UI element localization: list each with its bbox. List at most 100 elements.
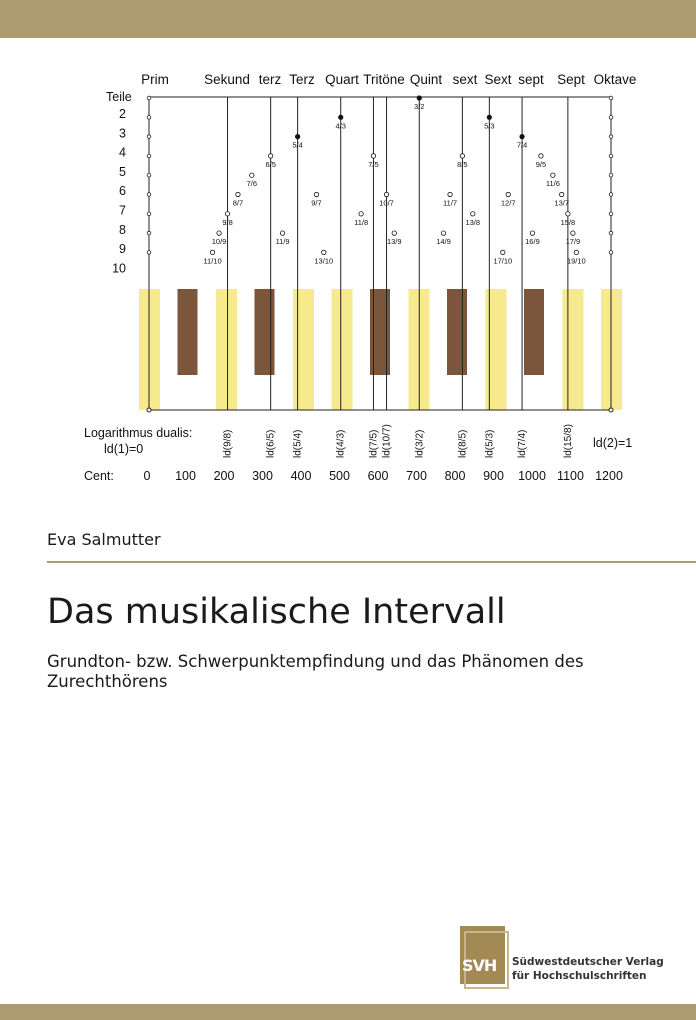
ld-label: ld(6/5) (266, 430, 277, 458)
edge-marker (608, 211, 614, 216)
edge-marker (608, 230, 614, 236)
ld-label: ld(10/7) (382, 424, 393, 458)
ratio-label: 7/5 (368, 160, 378, 169)
ld-label: ld(4/3) (336, 430, 347, 458)
edge-marker (146, 230, 152, 236)
ratio-point (570, 230, 576, 236)
ratio-label: 17/9 (566, 237, 581, 246)
ratio-label: 13/7 (554, 199, 569, 208)
white-key (216, 289, 237, 410)
book-subtitle: Grundton- bzw. Schwerpunktempfindung und… (47, 652, 584, 691)
edge-marker (146, 153, 152, 159)
ratio-point (559, 191, 565, 198)
ratio-point (505, 191, 511, 198)
ratio-point (447, 191, 453, 198)
edge-marker (146, 95, 152, 101)
ratio-label: 6/5 (265, 160, 275, 169)
title-divider (47, 561, 696, 563)
ratio-point (295, 134, 301, 140)
ratio-label: 8/5 (457, 160, 467, 169)
ratio-label: 8/7 (233, 199, 243, 208)
edge-marker (146, 250, 152, 255)
ld-label: ld(3/2) (414, 430, 425, 458)
ratio-point (249, 172, 255, 178)
ld-label: ld(5/3) (484, 430, 495, 458)
interval-name: sept (518, 72, 544, 87)
publisher-logo-frame (464, 931, 509, 989)
black-key (177, 289, 198, 375)
cent-tick-label: 300 (252, 469, 273, 483)
teile-tick-label: 6 (119, 184, 126, 198)
ratio-label: 7/4 (517, 141, 527, 150)
teile-tick-label: 7 (119, 204, 126, 218)
teile-tick-label: 8 (119, 223, 126, 237)
cent-tick-label: 800 (445, 469, 466, 483)
cent-tick-label: 600 (368, 469, 389, 483)
log-label-line2: ld(1)=0 (104, 442, 143, 456)
cent-tick-label: 900 (483, 469, 504, 483)
interval-name: Terz (289, 72, 315, 87)
black-key (254, 289, 275, 375)
ratio-label: 11/9 (276, 237, 290, 246)
white-key (485, 289, 507, 410)
black-key (447, 289, 467, 375)
ratio-point (209, 249, 216, 255)
ld-label: ld(8/5) (457, 430, 468, 458)
ratio-point (500, 249, 506, 255)
ld-label: ld(15/8) (563, 424, 574, 458)
ratio-point (573, 249, 579, 255)
teile-tick-label: 9 (119, 242, 126, 256)
ratio-label: 12/7 (501, 199, 516, 208)
log-label-line1: Logarithmus dualis: (84, 426, 192, 440)
ratio-point (313, 191, 320, 198)
publisher-logo-mark: SVH (462, 956, 497, 975)
teile-tick-label: 10 (112, 261, 126, 275)
ratio-point (416, 95, 422, 101)
ratio-point (470, 211, 476, 217)
cent-label: Cent: (84, 469, 114, 483)
ratio-point (538, 153, 544, 159)
edge-marker (608, 192, 614, 197)
edge-marker (146, 211, 152, 216)
ratio-point (370, 153, 377, 159)
ratio-point (338, 114, 344, 120)
cent-tick-label: 1200 (595, 469, 623, 483)
interval-name: Prim (141, 72, 169, 87)
ratio-point (550, 172, 556, 178)
ratio-label: 10/7 (379, 199, 394, 208)
ratio-point (216, 230, 222, 236)
edge-marker (608, 172, 614, 178)
ratio-point (459, 153, 465, 159)
interval-name: Oktave (594, 72, 637, 87)
black-key (524, 289, 544, 375)
edge-marker (146, 134, 152, 139)
publisher-name: Südwestdeutscher Verlag für Hochschulsch… (512, 955, 664, 983)
ld-label: ld(7/4) (517, 430, 528, 458)
ratio-point (383, 191, 390, 198)
cent-tick-label: 500 (329, 469, 350, 483)
ratio-point (519, 134, 525, 140)
white-key (331, 289, 353, 410)
teile-tick-label: 3 (119, 126, 126, 140)
bottom-color-band (0, 1004, 696, 1020)
ratio-point (440, 230, 447, 236)
white-key (293, 289, 314, 410)
ratio-point (321, 249, 327, 255)
ratio-label: 9/8 (222, 218, 232, 227)
ratio-label: 14/9 (436, 237, 451, 246)
teile-tick-label: 5 (119, 165, 126, 179)
interval-name: terz (259, 72, 282, 87)
edge-marker (608, 95, 614, 101)
ratio-point (224, 211, 231, 217)
ratio-point (358, 211, 364, 217)
ratio-label: 16/9 (525, 237, 540, 246)
interval-name: sext (453, 72, 478, 87)
ratio-point (486, 114, 492, 120)
top-color-band (0, 0, 696, 38)
interval-name: Sext (484, 72, 511, 87)
ratio-label: 11/10 (203, 256, 221, 265)
ratio-point (391, 230, 397, 236)
publisher-name-line1: Südwestdeutscher Verlag (512, 956, 664, 968)
black-key (370, 289, 390, 375)
teile-tick-label: 2 (119, 107, 126, 121)
